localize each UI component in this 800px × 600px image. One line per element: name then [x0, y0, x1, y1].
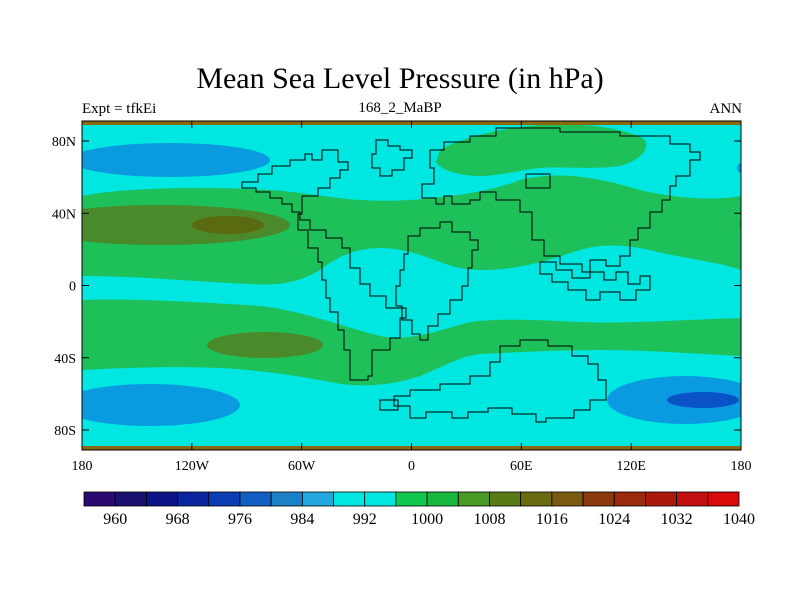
season-label: ANN — [709, 101, 743, 117]
colorbar-label: 1016 — [536, 511, 568, 528]
coastline-greenland — [371, 139, 413, 177]
colorbar-swatch — [364, 491, 397, 507]
subtropical-high-south-pacific — [207, 332, 323, 358]
x-tick-label: 120E — [616, 459, 646, 474]
colorbar-swatch — [457, 491, 490, 507]
experiment-label: Expt = tfkEi — [82, 101, 157, 117]
colorbar-label: 976 — [228, 511, 252, 528]
colorbar-label: 984 — [290, 511, 314, 528]
coastline-antarctic-edge — [379, 399, 399, 411]
colorbar-swatch — [301, 491, 334, 507]
colorbar-label: 1008 — [473, 511, 505, 528]
coastline-americas — [241, 149, 407, 381]
colorbar-label: 1000 — [411, 511, 443, 528]
colorbar-swatch — [83, 491, 116, 507]
x-tick-label: 0 — [408, 459, 415, 474]
y-tick-label: 40S — [54, 352, 76, 367]
low-south-west — [82, 384, 240, 426]
x-tick-label: 180 — [72, 459, 93, 474]
y-tick-label: 80S — [54, 424, 76, 439]
colorbar-swatch — [208, 491, 241, 507]
colorbar-swatch — [520, 491, 553, 507]
low-south-east-core — [667, 392, 739, 408]
colorbar: 960 968 976 984 992 1000 1008 1016 1024 1032 1040 — [83, 491, 755, 528]
pressure-map — [82, 121, 741, 450]
subtropical-high-north-pacific-core — [192, 216, 264, 234]
colorbar-swatch — [145, 491, 178, 507]
colorbar-swatch — [551, 491, 584, 507]
colorbar-label: 1032 — [661, 511, 693, 528]
case-label: 168_2_MaBP — [358, 100, 442, 116]
colorbar-label: 1024 — [598, 511, 630, 528]
coastline-caspian — [525, 173, 551, 189]
colorbar-label: 960 — [103, 511, 127, 528]
colorbar-swatch — [395, 491, 428, 507]
colorbar-swatch — [707, 491, 740, 507]
coastline-africa — [395, 221, 479, 341]
colorbar-label: 992 — [353, 511, 377, 528]
colorbar-label: 968 — [166, 511, 190, 528]
colorbar-swatch — [645, 491, 678, 507]
colorbar-swatch — [676, 491, 709, 507]
subtropical-high-north-pacific — [82, 205, 290, 245]
coastline-australia — [393, 339, 607, 423]
colorbar-swatch — [426, 491, 459, 507]
colorbar-swatch — [114, 491, 147, 507]
y-tick-label: 0 — [69, 280, 76, 295]
colorbar-swatch — [177, 491, 210, 507]
x-tick-label: 180 — [731, 459, 752, 474]
y-tick-label: 80N — [52, 135, 76, 150]
colorbar-swatch — [239, 491, 272, 507]
x-tick-label: 120W — [175, 459, 210, 474]
high-pressure-arctic — [436, 124, 647, 176]
map-title: Mean Sea Level Pressure (in hPa) — [196, 62, 604, 95]
colorbar-swatch — [613, 491, 646, 507]
high-pressure-band-north — [82, 175, 741, 285]
x-tick-label: 60E — [510, 459, 533, 474]
low-north-pacific — [82, 143, 270, 177]
coastline-eurasia — [421, 127, 701, 273]
colorbar-label: 1040 — [723, 511, 755, 528]
colorbar-swatch — [333, 491, 366, 507]
colorbar-swatch — [270, 491, 303, 507]
low-north-atlantic-edge — [737, 162, 741, 174]
coastlines — [241, 127, 701, 423]
x-tick-label: 60W — [288, 459, 316, 474]
map-axes: 180 120W 60W 0 60E 120E 180 80N 40N 0 40S 80S — [52, 121, 752, 474]
y-tick-label: 40N — [52, 207, 76, 222]
high-pressure-band-south — [82, 299, 741, 386]
colorbar-swatch — [582, 491, 615, 507]
colorbar-swatch — [489, 491, 522, 507]
coastline-southeast-asia — [539, 261, 651, 301]
